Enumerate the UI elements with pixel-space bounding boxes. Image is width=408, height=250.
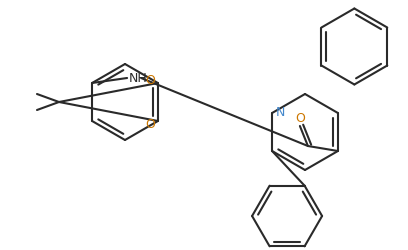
Text: NH: NH (129, 72, 148, 85)
Text: N: N (276, 106, 286, 120)
Text: O: O (145, 118, 155, 130)
Text: O: O (295, 112, 305, 124)
Text: O: O (145, 74, 155, 86)
